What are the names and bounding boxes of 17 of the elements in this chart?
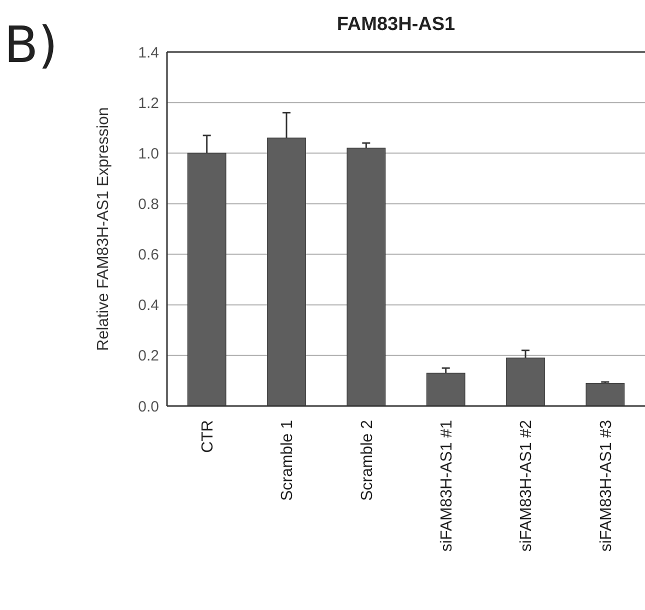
x-tick-label: CTR: [199, 420, 216, 453]
text: B): [4, 16, 58, 74]
y-tick-label: 0.8: [138, 196, 159, 213]
y-tick-label: 0.6: [138, 246, 159, 264]
chart-title: FAM83H-AS1: [336, 14, 456, 35]
y-tick-label: 0.2: [138, 348, 159, 365]
x-tick-label: siFAM83H-AS1 #2: [518, 420, 536, 552]
y-tick-label: 0.0: [138, 398, 159, 416]
x-tick-label: siFAM83H-AS1 #1: [438, 420, 456, 552]
y-axis-title: Relative FAM83H-AS1 Expression: [95, 107, 112, 351]
y-tick-label: 1.4: [138, 44, 159, 62]
x-tick-label: siFAM83H-AS1 #3: [598, 420, 615, 552]
x-tick-label: Scramble 2: [358, 420, 376, 501]
y-tick-label: 1.2: [138, 94, 159, 112]
y-tick-label: 1.0: [138, 145, 159, 162]
y-tick-label: 0.4: [138, 297, 159, 314]
x-tick-label: Scramble 1: [279, 420, 296, 501]
